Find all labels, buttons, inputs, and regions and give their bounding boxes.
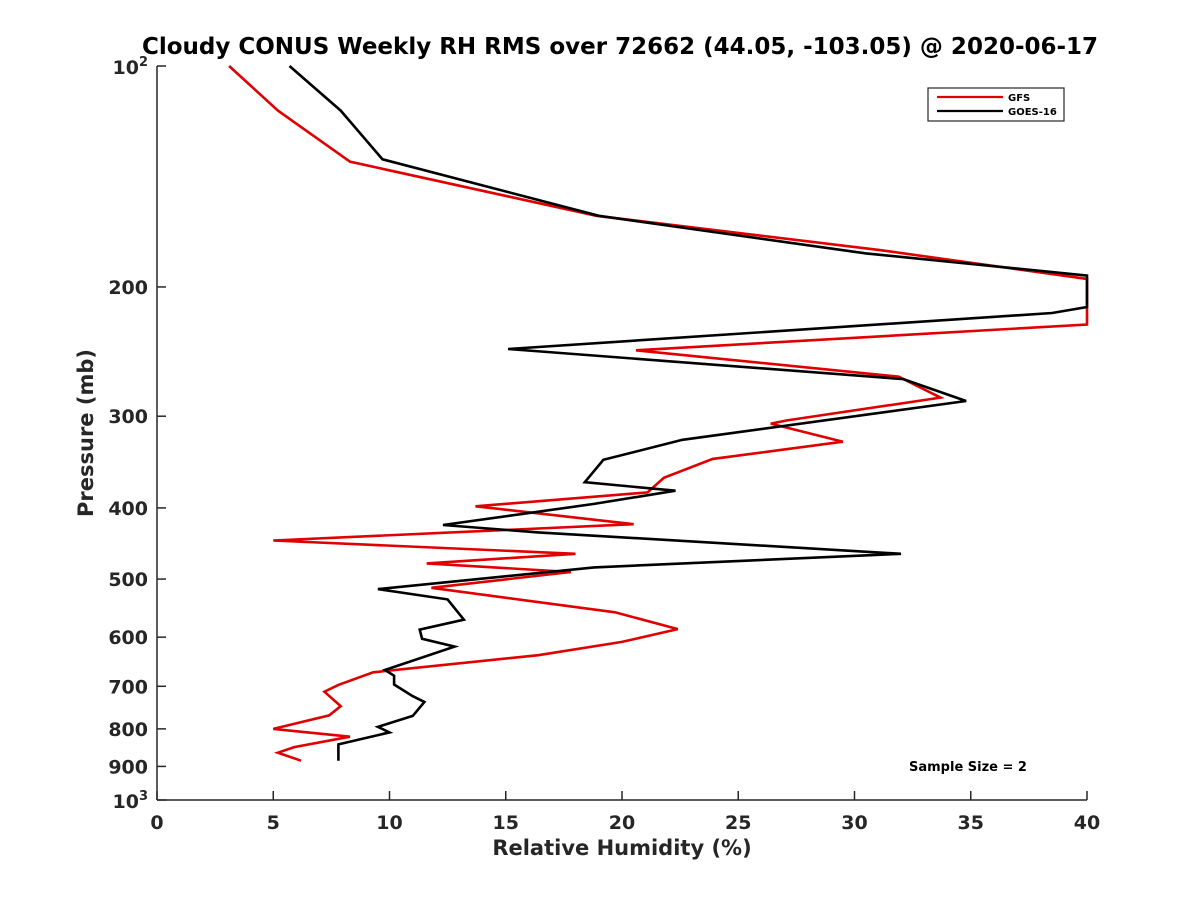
x-tick-label: 25	[725, 812, 751, 834]
x-ticks: 0 5 10 15 20 25 30 35 40	[150, 791, 1100, 834]
y-tick-label: 900	[108, 756, 148, 778]
y-axis-label: Pressure (mb)	[74, 349, 98, 517]
y-ticks: 200 300 400 500 600 700 800 900	[108, 65, 166, 801]
x-tick-label: 15	[493, 812, 519, 834]
y-tick-top-base: 10	[113, 57, 139, 79]
sample-size-annotation: Sample Size = 2	[909, 760, 1027, 775]
x-tick-label: 0	[150, 812, 163, 834]
y-tick-bottom-base: 10	[113, 791, 139, 813]
y-tick-label: 500	[108, 569, 148, 591]
y-tick-label: 700	[108, 676, 148, 698]
x-tick-label: 35	[958, 812, 984, 834]
y-tick-label: 300	[108, 406, 148, 428]
y-tick-label: 800	[108, 719, 148, 741]
y-tick-bottom-exp: 3	[139, 789, 148, 804]
x-tick-label: 30	[841, 812, 867, 834]
y-tick-label: 200	[108, 277, 148, 299]
y-tick-label-top: 102	[113, 55, 149, 79]
chart-title: Cloudy CONUS Weekly RH RMS over 72662 (4…	[142, 34, 1098, 60]
y-tick-top-exp: 2	[139, 55, 148, 70]
y-tick-label-bottom: 103	[113, 789, 149, 813]
legend-label-goes16: GOES-16	[1008, 107, 1057, 118]
series-line-gfs	[228, 65, 1089, 762]
x-tick-label: 40	[1074, 812, 1100, 834]
x-tick-label: 5	[267, 812, 280, 834]
x-axis-label: Relative Humidity (%)	[492, 836, 751, 860]
legend-box	[927, 87, 1065, 122]
y-tick-label: 400	[108, 498, 148, 520]
x-tick-label: 10	[376, 812, 402, 834]
y-tick-label: 600	[108, 627, 148, 649]
x-tick-label: 20	[609, 812, 635, 834]
series-line-goes16	[288, 65, 1089, 761]
plot-series	[228, 65, 1089, 762]
legend: GFS GOES-16	[927, 87, 1065, 122]
legend-label-gfs: GFS	[1008, 93, 1030, 104]
